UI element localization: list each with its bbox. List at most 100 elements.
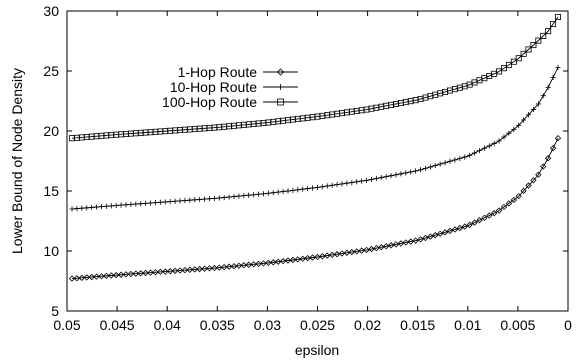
data-point-plus <box>408 169 414 175</box>
data-point-diamond <box>383 243 390 250</box>
data-point-diamond <box>270 259 277 266</box>
data-point-diamond <box>294 256 301 263</box>
data-point-diamond <box>152 269 159 276</box>
data-point-plus <box>251 192 257 198</box>
data-point-diamond <box>68 275 76 282</box>
data-point-square <box>505 61 512 68</box>
x-axis-label: epsilon <box>295 342 339 358</box>
legend-label: 1-Hop Route <box>178 64 258 80</box>
legend-item: 1-Hop Route <box>178 64 298 80</box>
x-tick-label: 0.01 <box>454 317 481 333</box>
data-point-diamond <box>162 268 169 275</box>
legend-item: 100-Hop Route <box>162 94 298 110</box>
data-point-plus <box>398 171 404 177</box>
data-point-diamond <box>378 244 385 251</box>
data-point-diamond <box>117 271 125 278</box>
legend-label: 10-Hop Route <box>170 79 257 95</box>
data-point-plus <box>305 185 311 192</box>
data-point-diamond <box>437 230 444 237</box>
data-point-plus <box>265 190 271 196</box>
data-point-plus <box>103 203 109 209</box>
data-point-plus <box>368 176 375 183</box>
data-point-diamond <box>422 234 429 242</box>
data-point-plus <box>123 202 129 208</box>
data-point-plus <box>481 145 487 151</box>
data-point-diamond <box>147 269 154 276</box>
data-point-plus <box>270 190 276 196</box>
axis-tick-labels: 0.05 0.045 0.04 0.035 0.03 0.025 0.02 0.015 0.01… <box>43 3 572 333</box>
data-point-diamond <box>240 262 247 269</box>
data-point-diamond <box>167 268 174 275</box>
data-point-plus <box>314 184 321 191</box>
data-point-diamond <box>495 207 503 214</box>
data-point-plus <box>462 154 468 160</box>
data-point-diamond <box>446 227 454 235</box>
data-point-diamond <box>211 264 218 272</box>
data-point-square <box>554 13 561 20</box>
data-point-plus <box>309 185 316 191</box>
series-group <box>68 13 562 282</box>
data-point-diamond <box>540 163 547 170</box>
data-point-diamond <box>461 223 468 230</box>
data-point-plus <box>452 157 458 163</box>
x-tick-label: 0.035 <box>200 317 235 333</box>
data-point-plus <box>206 196 213 202</box>
data-point-square <box>520 50 527 57</box>
data-point-plus <box>501 134 507 140</box>
data-point-plus <box>84 205 90 211</box>
data-point-diamond <box>176 267 184 274</box>
data-point-plus <box>74 206 80 212</box>
data-point-diamond <box>535 171 542 178</box>
data-point-plus <box>324 183 330 189</box>
data-point-plus <box>442 160 448 166</box>
data-point-plus <box>277 84 284 90</box>
data-point-diamond <box>554 135 562 142</box>
data-point-diamond <box>157 268 164 276</box>
data-point-diamond <box>549 145 557 152</box>
data-point-plus <box>393 172 399 178</box>
data-point-square <box>545 28 552 35</box>
data-point-diamond <box>216 264 223 271</box>
data-point-plus <box>255 191 262 197</box>
data-point-diamond <box>171 267 179 274</box>
y-tick-label: 5 <box>51 303 59 319</box>
data-point-diamond <box>279 257 287 265</box>
data-point-plus <box>162 199 168 205</box>
data-point-plus <box>138 201 144 207</box>
data-point-plus <box>192 197 198 203</box>
data-point-plus <box>491 140 497 147</box>
data-point-plus <box>467 152 473 158</box>
data-point-plus <box>329 182 335 188</box>
data-point-square <box>535 37 542 44</box>
data-point-square <box>515 55 522 62</box>
data-point-plus <box>530 106 537 113</box>
data-point-diamond <box>481 214 488 222</box>
y-tick-label: 15 <box>43 183 59 199</box>
data-point-plus <box>383 174 389 180</box>
data-point-diamond <box>98 273 105 280</box>
data-point-plus <box>118 202 124 208</box>
data-point-diamond <box>108 272 115 279</box>
data-point-diamond <box>309 254 316 261</box>
x-tick-label: 0.04 <box>154 317 181 333</box>
data-point-diamond <box>412 237 419 244</box>
data-point-diamond <box>255 260 262 268</box>
data-point-plus <box>157 199 163 205</box>
data-point-plus <box>290 187 296 193</box>
y-tick-label: 20 <box>43 123 59 139</box>
data-point-plus <box>319 184 325 190</box>
data-point-diamond <box>544 155 552 162</box>
data-point-plus <box>201 196 208 202</box>
data-point-plus <box>275 189 281 195</box>
data-point-diamond <box>417 236 424 243</box>
data-point-diamond <box>397 240 405 247</box>
data-point-diamond <box>451 226 459 233</box>
data-point-diamond <box>387 242 395 249</box>
data-point-square <box>530 42 537 49</box>
x-tick-label: 0.03 <box>254 317 281 333</box>
data-point-plus <box>89 204 95 211</box>
data-point-diamond <box>476 217 483 224</box>
data-point-diamond <box>520 187 527 195</box>
y-tick-label: 30 <box>43 3 59 19</box>
data-point-plus <box>447 158 453 164</box>
